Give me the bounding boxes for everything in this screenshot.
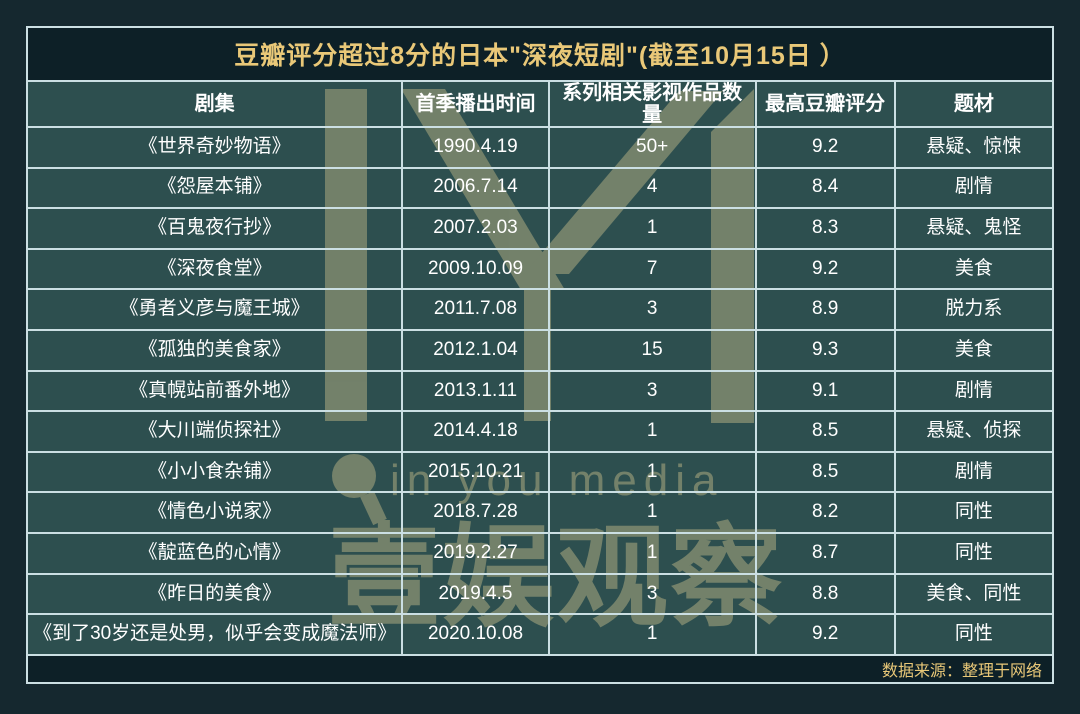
data-source-note: 数据来源：整理于网络 [28, 656, 1052, 682]
table-cell: 9.3 [757, 331, 896, 370]
table-cell: 9.1 [757, 371, 896, 411]
table-cell: 3 [550, 371, 757, 411]
table-cell: 2012.1.04 [403, 331, 550, 370]
table-cell: 8.5 [757, 412, 896, 451]
table-cell: 《孤独的美食家》 [28, 331, 404, 370]
table-cell: 8.9 [757, 290, 896, 330]
table-cell: 《百鬼夜行抄》 [28, 209, 404, 248]
table-body: 《世界奇妙物语》 1990.4.19 50+ 9.2 悬疑、惊悚 《怨屋本铺》 2006.7… [28, 128, 1052, 656]
table-cell: 美食 [954, 338, 993, 360]
table-cell: 8.5 [757, 452, 896, 492]
table-cell: 9.2 [757, 128, 896, 167]
table-cell: 2011.7.08 [403, 290, 550, 330]
table-cell: 《世界奇妙物语》 [28, 128, 404, 167]
table-cell: 悬疑、侦探 [926, 420, 1022, 442]
table-cell: 15 [550, 331, 757, 370]
table-row: 《靛蓝色的心情》 2019.2.27 1 8.7 同性 [28, 534, 1052, 575]
table-cell: 3 [550, 290, 757, 330]
table-row: 《孤独的美食家》 2012.1.04 15 9.3 美食 [28, 331, 1052, 372]
column-header: 剧集 [28, 82, 404, 126]
table-cell: 《情色小说家》 [28, 493, 404, 533]
table-cell: 4 [550, 168, 757, 208]
table-cell: 8.8 [757, 574, 896, 614]
table-cell: 《昨日的美食》 [28, 574, 404, 614]
table-cell: 8.3 [757, 209, 896, 248]
table-cell: 美食、同性 [926, 582, 1022, 604]
table-cell: 剧情 [954, 176, 993, 198]
table-cell: 1 [550, 493, 757, 533]
column-header: 系列相关影视作品数量 [550, 82, 757, 126]
table-row: 《昨日的美食》 2019.4.5 3 8.8 美食、同性 [28, 574, 1052, 616]
table-cell: 7 [550, 249, 757, 289]
table-title: 豆瓣评分超过8分的日本"深夜短剧"(截至10月15日 ） [28, 28, 1052, 82]
table-row: 《怨屋本铺》 2006.7.14 4 8.4 剧情 [28, 168, 1052, 210]
table-cell: 8.4 [757, 168, 896, 208]
table-cell: 9.2 [757, 249, 896, 289]
table-cell: 2018.7.28 [403, 493, 550, 533]
table-cell: 美食 [954, 257, 993, 279]
table-cell: 《勇者义彦与魔王城》 [28, 290, 404, 330]
table-cell: 悬疑、鬼怪 [926, 217, 1022, 239]
column-header: 最高豆瓣评分 [757, 82, 896, 126]
table-cell: 《深夜食堂》 [28, 249, 404, 289]
table-row: 《百鬼夜行抄》 2007.2.03 1 8.3 悬疑、鬼怪 [28, 209, 1052, 250]
column-header: 首季播出时间 [403, 82, 550, 126]
table-cell: 50+ [550, 128, 757, 167]
table-cell: 1 [550, 209, 757, 248]
column-header: 题材 [953, 93, 994, 115]
table-cell: 2014.4.18 [403, 412, 550, 451]
table-cell: 《大川端侦探社》 [28, 412, 404, 451]
table-cell: 2006.7.14 [403, 168, 550, 208]
table-cell: 9.2 [757, 615, 896, 654]
table-cell: 1 [550, 412, 757, 451]
table-cell: 2020.10.08 [403, 615, 550, 654]
table-cell: 2009.10.09 [403, 249, 550, 289]
table-cell: 2019.4.5 [403, 574, 550, 614]
table-cell: 1 [550, 615, 757, 654]
table-cell: 1990.4.19 [403, 128, 550, 167]
table-row: 《真幌站前番外地》 2013.1.11 3 9.1 剧情 [28, 371, 1052, 413]
table-cell: 2013.1.11 [403, 371, 550, 411]
table-cell: 《到了30岁还是处男，似乎会变成魔法师》 [28, 615, 404, 654]
table-cell: 《小小食杂铺》 [28, 452, 404, 492]
table-cell: 《真幌站前番外地》 [28, 371, 404, 411]
table-cell: 同性 [954, 623, 993, 645]
table-cell: 1 [550, 534, 757, 573]
table-cell: 脱力系 [945, 298, 1003, 320]
table-cell: 同性 [954, 541, 993, 563]
drama-rating-table: in you media 壹娱观察 豆瓣评分超过8分的日本"深夜短剧"(截至10… [26, 26, 1054, 684]
table-cell: 3 [550, 574, 757, 614]
table-cell: 剧情 [954, 460, 993, 482]
table-cell: 《靛蓝色的心情》 [28, 534, 404, 573]
table-row: 《大川端侦探社》 2014.4.18 1 8.5 悬疑、侦探 [28, 412, 1052, 453]
table-cell: 《怨屋本铺》 [28, 168, 404, 208]
table-row: 《到了30岁还是处男，似乎会变成魔法师》 2020.10.08 1 9.2 同性 [28, 615, 1052, 656]
table-cell: 8.7 [757, 534, 896, 573]
table-cell: 2007.2.03 [403, 209, 550, 248]
table-row: 《勇者义彦与魔王城》 2011.7.08 3 8.9 脱力系 [28, 290, 1052, 332]
table-row: 《世界奇妙物语》 1990.4.19 50+ 9.2 悬疑、惊悚 [28, 128, 1052, 169]
table-row: 《深夜食堂》 2009.10.09 7 9.2 美食 [28, 249, 1052, 291]
table-row: 《情色小说家》 2018.7.28 1 8.2 同性 [28, 493, 1052, 535]
header-row: 剧集 首季播出时间 系列相关影视作品数量 最高豆瓣评分 题材 [28, 82, 1052, 128]
table-grid: 豆瓣评分超过8分的日本"深夜短剧"(截至10月15日 ） 剧集 首季播出时间 系列相… [28, 28, 1052, 682]
table-cell: 8.2 [757, 493, 896, 533]
table-cell: 悬疑、惊悚 [926, 135, 1022, 157]
table-cell: 同性 [954, 501, 993, 523]
table-cell: 1 [550, 452, 757, 492]
table-cell: 剧情 [954, 379, 993, 401]
table-cell: 2015.10.21 [403, 452, 550, 492]
table-row: 《小小食杂铺》 2015.10.21 1 8.5 剧情 [28, 452, 1052, 494]
table-cell: 2019.2.27 [403, 534, 550, 573]
